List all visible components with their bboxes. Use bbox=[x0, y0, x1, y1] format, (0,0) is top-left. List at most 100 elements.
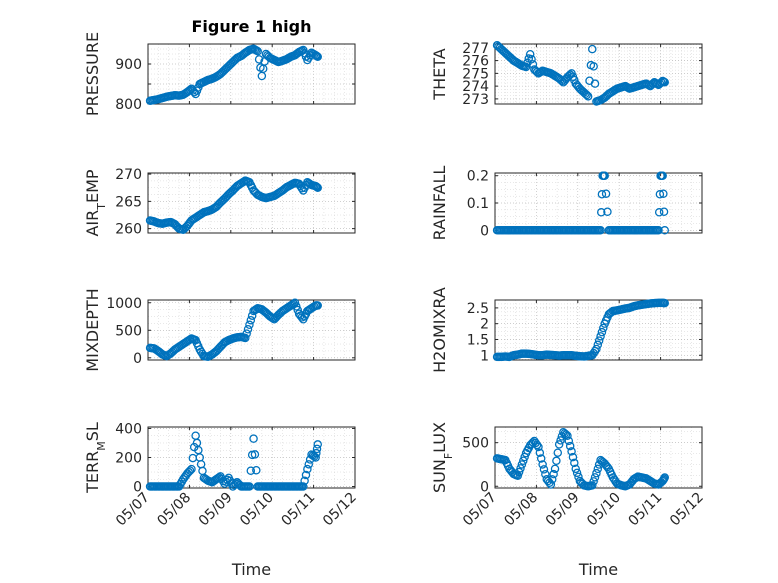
data-point bbox=[567, 447, 576, 456]
data-point bbox=[532, 440, 542, 450]
data-point bbox=[594, 336, 604, 345]
data-point bbox=[660, 298, 669, 308]
x-tick-label: 05/08 bbox=[501, 490, 541, 530]
y-label-subscript: F bbox=[442, 453, 455, 459]
y-tick-label: 400 bbox=[115, 421, 142, 437]
y-tick-label: 274 bbox=[462, 79, 489, 95]
data-point bbox=[311, 453, 320, 462]
axes-box bbox=[147, 172, 356, 234]
data-point bbox=[313, 301, 322, 310]
y-axis-label: AIRTEMP bbox=[83, 169, 108, 236]
data-point bbox=[254, 55, 264, 64]
data-point bbox=[527, 55, 536, 64]
y-tick-label: 800 bbox=[115, 97, 142, 113]
axes-box bbox=[147, 43, 356, 105]
x-tick-label: 05/08 bbox=[154, 490, 194, 530]
y-tick-label: 270 bbox=[115, 167, 142, 183]
data-point bbox=[536, 454, 546, 463]
y-tick-label: 500 bbox=[115, 323, 142, 339]
data-point bbox=[660, 473, 669, 482]
y-tick-label: 500 bbox=[462, 436, 489, 452]
data-point bbox=[538, 460, 547, 469]
data-point bbox=[514, 467, 524, 477]
data-point bbox=[597, 190, 607, 199]
data-point bbox=[313, 183, 322, 192]
y-label-part: SUN bbox=[430, 459, 449, 493]
data-point bbox=[660, 226, 669, 235]
data-point bbox=[245, 320, 254, 330]
y-tick-label: 1000 bbox=[106, 296, 142, 312]
y-tick-label: 277 bbox=[462, 41, 489, 57]
data-point bbox=[553, 448, 563, 457]
axes-sun-flux: 0 500 05/07 05/08 05/09 05/10 05/11 05/12 Time SU… bbox=[430, 422, 707, 579]
data-point bbox=[603, 207, 612, 216]
y-tick-label: 0 bbox=[133, 351, 142, 367]
data-point bbox=[252, 466, 261, 475]
data-point bbox=[535, 448, 545, 458]
data-point bbox=[516, 464, 525, 473]
axes-pressure: 800 900 PRESSURE Figure 1 high bbox=[83, 17, 356, 116]
data-point bbox=[198, 466, 207, 476]
data-point bbox=[253, 46, 262, 56]
y-tick-label: 260 bbox=[115, 222, 142, 238]
data-point bbox=[597, 208, 606, 217]
data-point bbox=[303, 464, 312, 474]
data-point bbox=[313, 440, 322, 449]
data-point bbox=[593, 340, 603, 350]
data-point bbox=[654, 208, 664, 217]
data-point bbox=[250, 450, 260, 459]
data-point bbox=[185, 466, 195, 475]
data-point bbox=[304, 460, 314, 469]
axes-air-temp: 260 265 270 AIRTEMP bbox=[83, 167, 356, 238]
data-point bbox=[519, 456, 528, 465]
x-tick-label: 05/09 bbox=[196, 490, 236, 530]
y-axis-label: PRESSURE bbox=[83, 32, 102, 116]
data-point bbox=[312, 448, 321, 458]
x-tick-label: 05/07 bbox=[460, 490, 500, 530]
y-tick-label: 265 bbox=[115, 194, 142, 210]
x-tick-label: 05/11 bbox=[626, 490, 666, 530]
data-point bbox=[588, 481, 597, 490]
data-point bbox=[593, 464, 603, 474]
data-point bbox=[592, 344, 601, 354]
data-point bbox=[601, 189, 611, 198]
data-point bbox=[546, 480, 556, 489]
data-point bbox=[517, 460, 527, 469]
y-tick-label: 0 bbox=[480, 223, 489, 239]
x-axis-label: Time bbox=[231, 560, 271, 579]
data-point bbox=[655, 190, 665, 199]
y-axis-label: H2OMIXRA bbox=[430, 287, 449, 373]
data-point bbox=[560, 429, 569, 438]
data-point bbox=[596, 332, 605, 341]
data-point bbox=[582, 90, 591, 100]
data-point bbox=[292, 302, 301, 311]
chart-title: Figure 1 high bbox=[192, 17, 312, 36]
data-point bbox=[249, 434, 258, 443]
data-point bbox=[246, 466, 256, 475]
y-axis-label: RAINFALL bbox=[430, 166, 449, 241]
y-tick-label: 900 bbox=[115, 57, 142, 73]
data-point bbox=[596, 226, 605, 235]
data-point bbox=[600, 171, 609, 180]
y-tick-label: 275 bbox=[462, 66, 489, 82]
data-point bbox=[599, 323, 608, 333]
data-point bbox=[554, 440, 564, 449]
y-label-part: SL bbox=[83, 422, 102, 441]
y-tick-label: 200 bbox=[115, 451, 142, 467]
data-point bbox=[660, 78, 669, 87]
y-axis-label: SUNFLUX bbox=[430, 422, 455, 493]
data-point bbox=[564, 71, 574, 81]
x-tick-label: 05/10 bbox=[584, 490, 624, 530]
data-point bbox=[589, 62, 598, 71]
data-point bbox=[289, 299, 298, 308]
data-point bbox=[592, 468, 601, 478]
data-point bbox=[588, 351, 597, 360]
data-point bbox=[243, 325, 253, 334]
y-label-subscript: M bbox=[95, 441, 108, 451]
data-point bbox=[298, 482, 308, 491]
y-label-part: LUX bbox=[430, 422, 449, 453]
data-point bbox=[603, 462, 612, 472]
data-point bbox=[556, 436, 565, 445]
data-point bbox=[296, 181, 305, 191]
